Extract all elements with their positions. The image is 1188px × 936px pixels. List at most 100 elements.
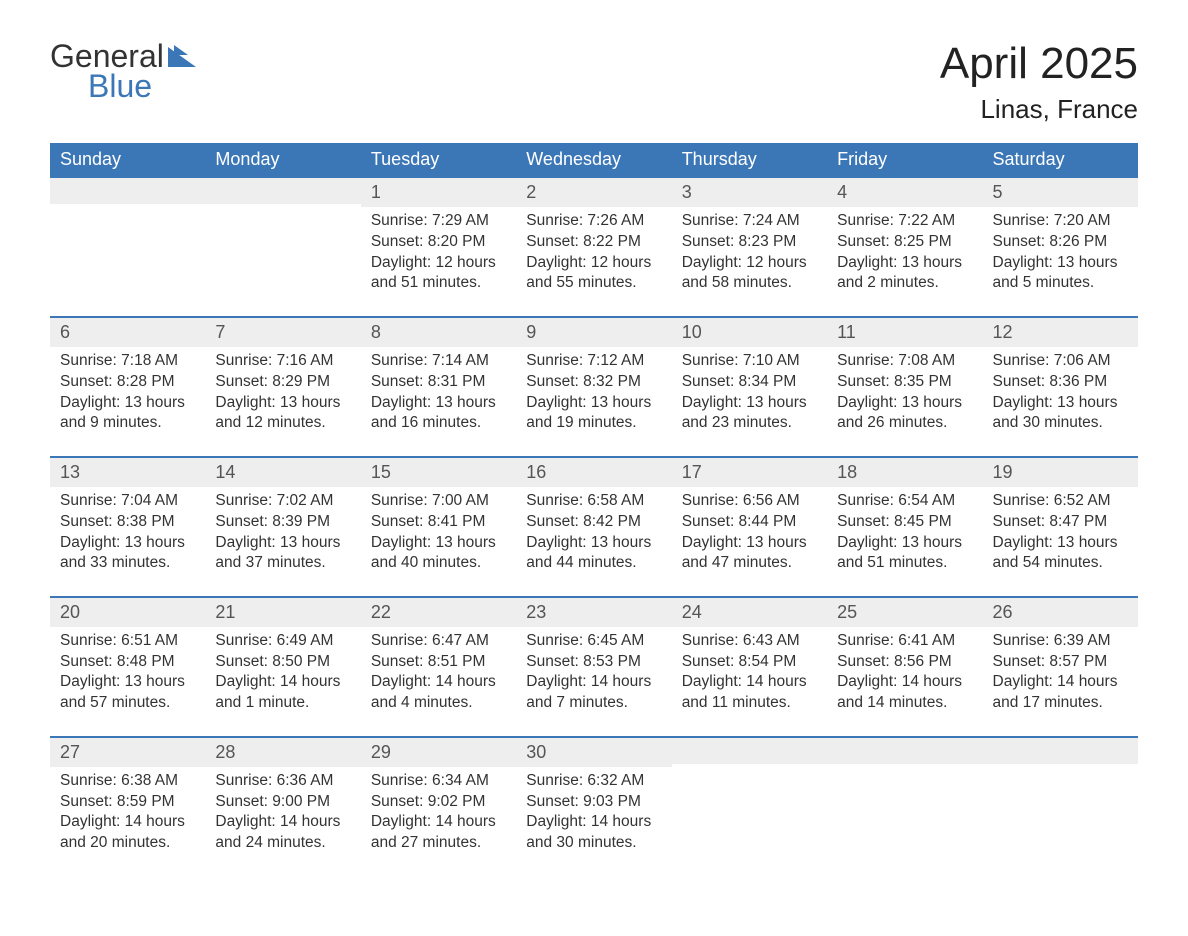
day-cell: 23 Sunrise: 6:45 AMSunset: 8:53 PMDayligh… — [516, 597, 671, 737]
day-cell — [827, 737, 982, 876]
sunrise-text: Sunrise: 6:32 AM — [526, 771, 661, 792]
sunset-text: Sunset: 8:44 PM — [682, 512, 817, 533]
sunrise-text: Sunrise: 7:10 AM — [682, 351, 817, 372]
day-number: 5 — [983, 178, 1138, 206]
sunset-text: Sunset: 8:57 PM — [993, 652, 1128, 673]
day-content: Sunrise: 6:45 AMSunset: 8:53 PMDaylight:… — [516, 631, 671, 715]
calendar-table: Sunday Monday Tuesday Wednesday Thursday… — [50, 143, 1138, 876]
sunset-text: Sunset: 8:31 PM — [371, 372, 506, 393]
day-content: Sunrise: 7:06 AMSunset: 8:36 PMDaylight:… — [983, 351, 1138, 435]
daylight-text: Daylight: 14 hours and 30 minutes. — [526, 812, 661, 854]
daylight-text: Daylight: 13 hours and 57 minutes. — [60, 672, 195, 714]
sunrise-text: Sunrise: 7:00 AM — [371, 491, 506, 512]
sunrise-text: Sunrise: 7:20 AM — [993, 211, 1128, 232]
day-cell: 16Sunrise: 6:58 AMSunset: 8:42 PMDayligh… — [516, 457, 671, 597]
sunrise-text: Sunrise: 7:29 AM — [371, 211, 506, 232]
day-cell — [50, 177, 205, 317]
weekday-header: Monday — [205, 143, 360, 177]
day-content: Sunrise: 7:29 AMSunset: 8:20 PMDaylight:… — [361, 211, 516, 295]
sunrise-text: Sunrise: 6:52 AM — [993, 491, 1128, 512]
sunset-text: Sunset: 8:54 PM — [682, 652, 817, 673]
day-content: Sunrise: 7:12 AMSunset: 8:32 PMDaylight:… — [516, 351, 671, 435]
day-number: 16 — [516, 458, 671, 486]
week-row: 6Sunrise: 7:18 AMSunset: 8:28 PMDaylight… — [50, 317, 1138, 457]
day-number: 18 — [827, 458, 982, 486]
day-number: 7 — [205, 318, 360, 346]
day-content: Sunrise: 7:04 AMSunset: 8:38 PMDaylight:… — [50, 491, 205, 575]
day-cell: 22Sunrise: 6:47 AMSunset: 8:51 PMDayligh… — [361, 597, 516, 737]
day-content: Sunrise: 6:51 AMSunset: 8:48 PMDaylight:… — [50, 631, 205, 715]
day-number: 27 — [50, 738, 205, 766]
sunrise-text: Sunrise: 7:24 AM — [682, 211, 817, 232]
sunset-text: Sunset: 8:23 PM — [682, 232, 817, 253]
week-row: 13 Sunrise: 7:04 AMSunset: 8:38 PMDayligh… — [50, 457, 1138, 597]
daylight-text: Daylight: 13 hours and 23 minutes. — [682, 393, 817, 435]
day-content: Sunrise: 7:10 AMSunset: 8:34 PMDaylight:… — [672, 351, 827, 435]
day-number: 21 — [205, 598, 360, 626]
day-cell: 1 Sunrise: 7:29 AMSunset: 8:20 PMDaylight… — [361, 177, 516, 317]
sunset-text: Sunset: 9:03 PM — [526, 792, 661, 813]
sunrise-text: Sunrise: 6:58 AM — [526, 491, 661, 512]
month-title: April 2025 — [940, 40, 1138, 88]
day-cell: 18Sunrise: 6:54 AMSunset: 8:45 PMDayligh… — [827, 457, 982, 597]
sunset-text: Sunset: 8:41 PM — [371, 512, 506, 533]
daylight-text: Daylight: 13 hours and 33 minutes. — [60, 533, 195, 575]
sunset-text: Sunset: 8:36 PM — [993, 372, 1128, 393]
week-row: 27Sunrise: 6:38 AMSunset: 8:59 PMDayligh… — [50, 737, 1138, 876]
day-number: 30 — [516, 738, 671, 766]
sunset-text: Sunset: 8:45 PM — [837, 512, 972, 533]
day-number: 23 — [516, 598, 671, 626]
day-cell: 19Sunrise: 6:52 AMSunset: 8:47 PMDayligh… — [983, 457, 1138, 597]
day-number: 13 — [50, 458, 205, 486]
day-cell: 9Sunrise: 7:12 AMSunset: 8:32 PMDaylight… — [516, 317, 671, 457]
daylight-text: Daylight: 14 hours and 7 minutes. — [526, 672, 661, 714]
day-content: Sunrise: 7:00 AMSunset: 8:41 PMDaylight:… — [361, 491, 516, 575]
daylight-text: Daylight: 12 hours and 58 minutes. — [682, 253, 817, 295]
day-cell: 2 Sunrise: 7:26 AMSunset: 8:22 PMDaylight… — [516, 177, 671, 317]
logo: General Blue — [50, 40, 200, 102]
day-content: Sunrise: 6:41 AMSunset: 8:56 PMDaylight:… — [827, 631, 982, 715]
day-number: 2 — [516, 178, 671, 206]
day-cell: 6Sunrise: 7:18 AMSunset: 8:28 PMDaylight… — [50, 317, 205, 457]
day-content: Sunrise: 6:52 AMSunset: 8:47 PMDaylight:… — [983, 491, 1138, 575]
day-cell: 8Sunrise: 7:14 AMSunset: 8:31 PMDaylight… — [361, 317, 516, 457]
day-number: 4 — [827, 178, 982, 206]
day-number: 14 — [205, 458, 360, 486]
day-content: Sunrise: 7:26 AMSunset: 8:22 PMDaylight:… — [516, 211, 671, 295]
sunset-text: Sunset: 8:59 PM — [60, 792, 195, 813]
day-content: Sunrise: 7:18 AMSunset: 8:28 PMDaylight:… — [50, 351, 205, 435]
header: General Blue April 2025 Linas, France — [50, 40, 1138, 125]
day-content: Sunrise: 6:43 AMSunset: 8:54 PMDaylight:… — [672, 631, 827, 715]
sunset-text: Sunset: 8:20 PM — [371, 232, 506, 253]
day-number: 20 — [50, 598, 205, 626]
day-number: 3 — [672, 178, 827, 206]
sunset-text: Sunset: 8:34 PM — [682, 372, 817, 393]
day-content: Sunrise: 7:02 AMSunset: 8:39 PMDaylight:… — [205, 491, 360, 575]
day-content: Sunrise: 7:14 AMSunset: 8:31 PMDaylight:… — [361, 351, 516, 435]
calendar-body: 1Sunrise: 7:29 AMSunset: 8:20 PMDaylight… — [50, 177, 1138, 876]
page: General Blue April 2025 Linas, France Su… — [0, 0, 1188, 936]
day-number: 1 — [361, 178, 516, 206]
day-number — [672, 738, 827, 764]
day-number: 24 — [672, 598, 827, 626]
sunset-text: Sunset: 8:47 PM — [993, 512, 1128, 533]
sunrise-text: Sunrise: 7:12 AM — [526, 351, 661, 372]
weekday-header: Friday — [827, 143, 982, 177]
daylight-text: Daylight: 13 hours and 47 minutes. — [682, 533, 817, 575]
sunrise-text: Sunrise: 7:02 AM — [215, 491, 350, 512]
day-cell: 26Sunrise: 6:39 AMSunset: 8:57 PMDayligh… — [983, 597, 1138, 737]
sunset-text: Sunset: 8:29 PM — [215, 372, 350, 393]
daylight-text: Daylight: 14 hours and 11 minutes. — [682, 672, 817, 714]
daylight-text: Daylight: 13 hours and 2 minutes. — [837, 253, 972, 295]
daylight-text: Daylight: 13 hours and 30 minutes. — [993, 393, 1128, 435]
day-content: Sunrise: 6:49 AMSunset: 8:50 PMDaylight:… — [205, 631, 360, 715]
daylight-text: Daylight: 13 hours and 40 minutes. — [371, 533, 506, 575]
day-cell: 3 Sunrise: 7:24 AMSunset: 8:23 PMDaylight… — [672, 177, 827, 317]
day-cell: 25Sunrise: 6:41 AMSunset: 8:56 PMDayligh… — [827, 597, 982, 737]
day-cell: 30 Sunrise: 6:32 AMSunset: 9:03 PMDayligh… — [516, 737, 671, 876]
day-cell: 5Sunrise: 7:20 AMSunset: 8:26 PMDaylight… — [983, 177, 1138, 317]
daylight-text: Daylight: 14 hours and 24 minutes. — [215, 812, 350, 854]
sunrise-text: Sunrise: 6:49 AM — [215, 631, 350, 652]
day-number: 11 — [827, 318, 982, 346]
day-number: 15 — [361, 458, 516, 486]
